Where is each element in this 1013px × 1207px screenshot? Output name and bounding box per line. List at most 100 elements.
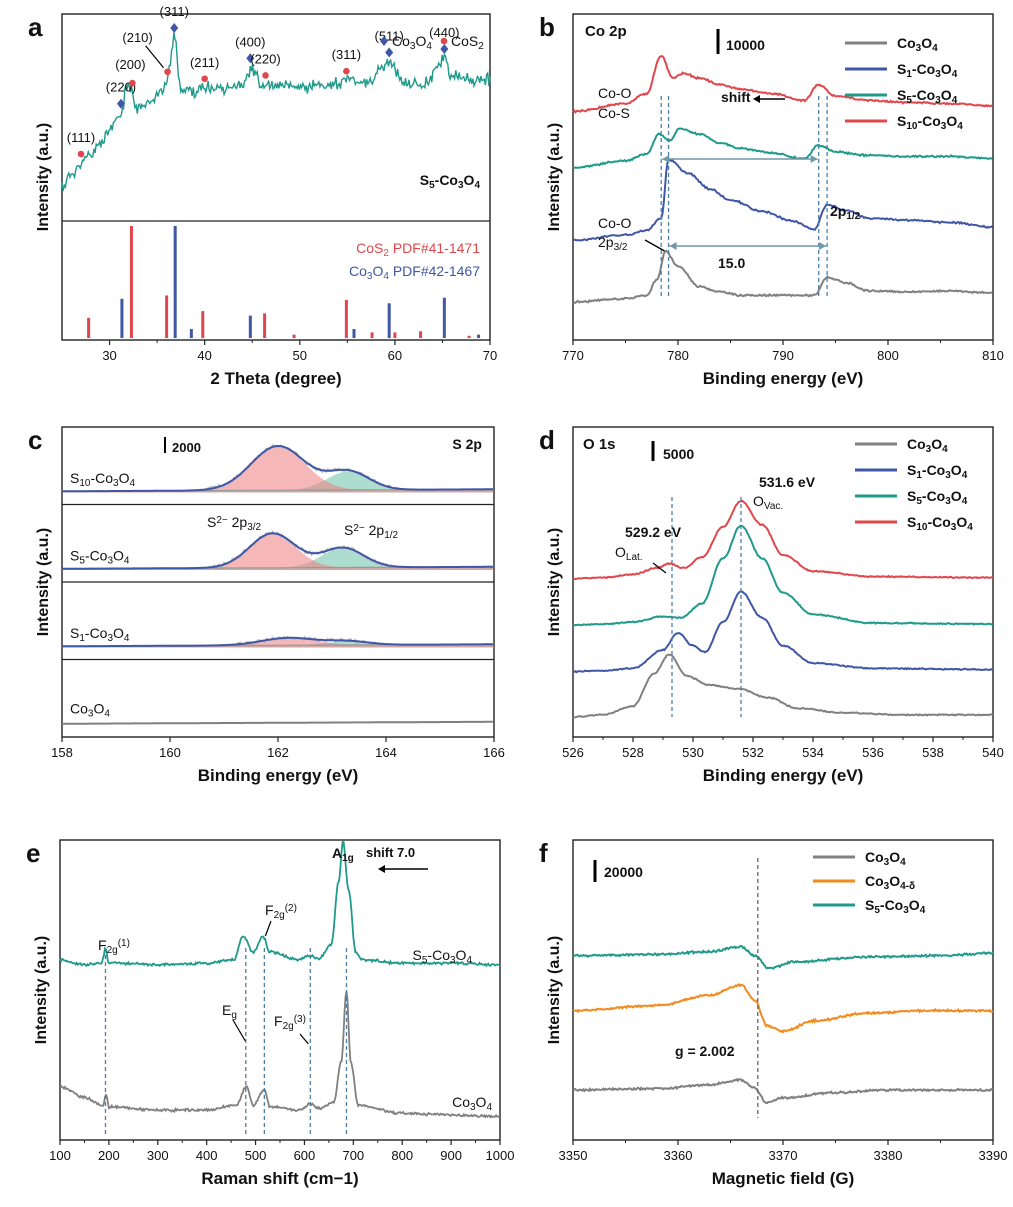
- fit-envelope: [62, 636, 493, 648]
- splitting-bracket-head: [819, 242, 827, 250]
- text-run: O: [931, 436, 942, 452]
- text-run: 2g: [107, 945, 118, 956]
- legend-cos2: CoS2: [451, 33, 484, 52]
- text-run: 4: [129, 478, 135, 489]
- row-sample-label: S5-Co3O4: [70, 548, 130, 567]
- peak-index-label: (311): [160, 4, 189, 19]
- text-run: S: [907, 462, 916, 478]
- text-run: 2p: [365, 522, 385, 538]
- text-run: O: [951, 488, 962, 504]
- core-level-title: Co 2p: [585, 23, 627, 40]
- row-sample-label: Co3O4: [70, 701, 110, 720]
- scale-bar-label: 10000: [726, 37, 765, 53]
- text-run: 3/2: [614, 242, 628, 253]
- x-axis-title: Binding energy (eV): [198, 766, 359, 785]
- text-run: 2p: [598, 234, 614, 250]
- text-run: 5: [874, 905, 880, 916]
- text-run: (1): [118, 938, 130, 949]
- text-run: 5: [916, 496, 922, 507]
- text-run: O: [946, 113, 957, 129]
- text-run: O: [909, 897, 920, 913]
- x-tick-label: 536: [862, 745, 884, 760]
- x-tick-label: 3380: [874, 1148, 903, 1163]
- y-axis-title: Intensity (a.u.): [35, 123, 52, 231]
- text-run: CoS: [356, 240, 383, 256]
- text-run: 3: [88, 708, 94, 719]
- panel-label: c: [28, 425, 42, 455]
- x-tick-label: 3360: [664, 1148, 693, 1163]
- text-run: O: [951, 462, 962, 478]
- text-run: O: [415, 33, 426, 49]
- text-run: 3: [903, 905, 909, 916]
- text-run: 2: [478, 41, 484, 52]
- text-run: O: [941, 61, 952, 77]
- text-run: S: [207, 514, 216, 530]
- text-run: 10: [79, 478, 91, 489]
- text-run: -Co: [912, 87, 935, 103]
- text-run: 3: [410, 41, 416, 52]
- raman-sample-label: S5-Co3O4: [413, 947, 473, 966]
- legend-entry: Co3O4: [865, 849, 906, 868]
- text-run: -Co: [85, 548, 108, 564]
- text-run: 3: [450, 955, 456, 966]
- legend-entry: S1-Co3O4: [897, 61, 958, 80]
- text-run: S: [420, 172, 429, 188]
- text-run: O: [889, 873, 900, 889]
- shift-arrow-head: [378, 865, 385, 873]
- row-sample-label: S1-Co3O4: [70, 625, 130, 644]
- fit-envelope: [62, 720, 493, 725]
- x-tick-label: 300: [147, 1148, 169, 1163]
- text-run: -Co: [435, 172, 458, 188]
- text-run: 4: [957, 121, 963, 132]
- text-run: 1/2: [384, 530, 398, 541]
- text-run: 5: [906, 95, 912, 106]
- text-run: A: [332, 845, 342, 861]
- xrd-pattern-s5: [61, 32, 491, 192]
- text-run: 4: [962, 470, 968, 481]
- legend-entry: S1-Co3O4: [907, 462, 968, 481]
- co3o4-peak-marker: [246, 53, 255, 64]
- text-run: -Co: [85, 625, 108, 641]
- text-run: S: [897, 113, 906, 129]
- peak-index-label: (400): [235, 34, 265, 49]
- x-tick-label: 160: [159, 745, 181, 760]
- text-run: 2−: [353, 523, 365, 534]
- cos2-peak-marker: [201, 75, 208, 83]
- x-axis-title: Binding energy (eV): [703, 369, 864, 388]
- x-tick-label: 538: [922, 745, 944, 760]
- text-run: 4: [920, 905, 926, 916]
- raman-series-1: [59, 841, 501, 968]
- text-run: 4: [124, 633, 130, 644]
- text-run: S: [865, 897, 874, 913]
- text-run: -Co: [917, 113, 940, 129]
- panel-label: e: [26, 838, 40, 868]
- text-run: O: [456, 947, 467, 963]
- xps-series-3: [572, 55, 994, 114]
- text-run: PDF#41-1471: [389, 240, 480, 256]
- peak-index-label: (311): [332, 47, 361, 62]
- legend-entry: S10-Co3O4: [897, 113, 963, 132]
- legend-entry: Co3O4: [897, 35, 938, 54]
- x-tick-label: 3390: [979, 1148, 1008, 1163]
- annotation-co-o-2: Co-O: [598, 215, 632, 231]
- shift-arrow-head: [753, 95, 760, 103]
- xps-series-1: [572, 158, 993, 242]
- text-run: Vac.: [764, 501, 783, 512]
- core-level-title: O 1s: [583, 436, 616, 453]
- annotation-arrow: [264, 920, 272, 937]
- text-run: O: [119, 470, 130, 486]
- text-run: 3: [884, 857, 890, 868]
- text-run: 3: [107, 555, 113, 566]
- x-tick-label: 528: [622, 745, 644, 760]
- y-axis-title: Intensity (a.u.): [546, 936, 563, 1044]
- text-run: 1/2: [846, 211, 860, 222]
- o1s-series-2: [572, 524, 994, 627]
- co3o4-peak-marker: [116, 98, 125, 109]
- text-run: 5: [422, 955, 428, 966]
- annotation-arrow: [145, 45, 165, 69]
- x-tick-label: 534: [802, 745, 824, 760]
- scale-bar-label: 2000: [172, 440, 201, 455]
- text-run: 3: [945, 496, 951, 507]
- text-run: 1: [906, 69, 912, 80]
- y-axis-title: Intensity (a.u.): [35, 528, 52, 636]
